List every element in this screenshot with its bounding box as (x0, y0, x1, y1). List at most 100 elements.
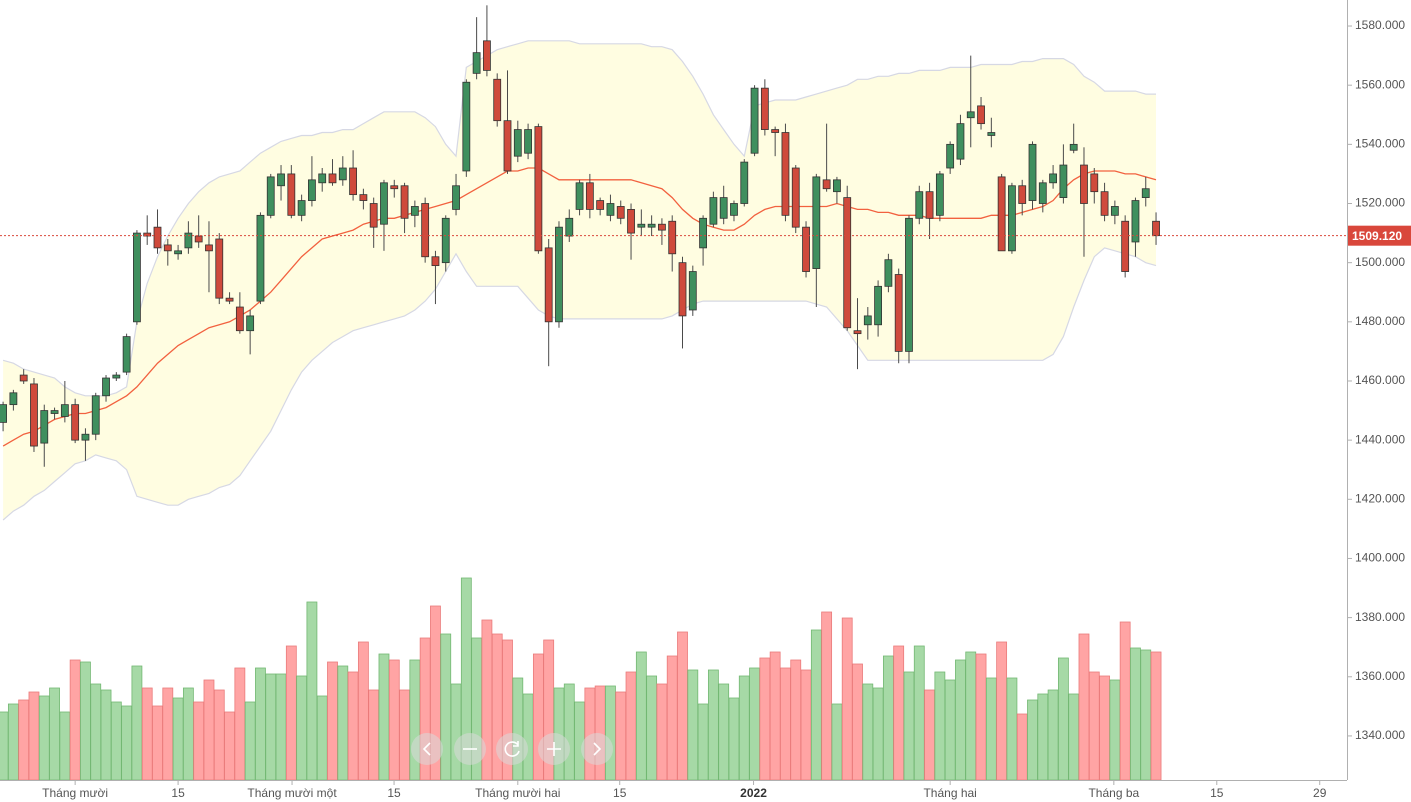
volume-bar (388, 659, 400, 781)
volume-bar (399, 689, 410, 781)
candle-body (585, 182, 594, 210)
volume-bar (327, 661, 338, 781)
x-tick-label: Tháng mười một (247, 786, 337, 800)
candle-body (81, 433, 90, 441)
y-tick-label: 1400.000 (1355, 551, 1405, 565)
candle-body (91, 395, 100, 435)
candle-body (122, 336, 131, 373)
volume-bar (378, 653, 390, 781)
volume-bar (944, 679, 956, 781)
candle-body (997, 176, 1006, 252)
candle-body (112, 374, 121, 379)
candle-body (884, 259, 893, 287)
reset-button[interactable] (496, 733, 528, 765)
candle-body (225, 297, 234, 302)
volume-bar (49, 687, 60, 781)
candle-body (513, 129, 522, 157)
candle-body (627, 209, 635, 234)
candle-body (503, 120, 512, 172)
candle-body (781, 132, 790, 216)
candle-body (575, 182, 584, 210)
volume-bar (1047, 689, 1059, 781)
candle-body (977, 105, 985, 125)
candle-body (534, 126, 543, 252)
candle-body (174, 250, 182, 255)
x-tick-label: 15 (387, 786, 401, 800)
volume-bar (59, 711, 71, 781)
x-tick-label: 15 (613, 786, 627, 800)
scroll-right-button[interactable] (581, 733, 613, 765)
candle-body (956, 123, 965, 160)
volume-bar (69, 659, 81, 781)
volume-bar (357, 641, 369, 781)
volume-bar (1057, 657, 1069, 781)
band-middle-line (2, 167, 1157, 447)
volume-bar (522, 693, 534, 781)
x-tick-label: 2022 (740, 786, 767, 800)
scroll-left-button[interactable] (411, 733, 443, 765)
volume-bar (193, 701, 205, 781)
volume-bar (0, 711, 9, 781)
candle-body (369, 203, 378, 228)
candle-body (235, 306, 244, 332)
volume-bar (337, 665, 349, 781)
candle-body (380, 182, 388, 225)
candle-body (863, 315, 872, 326)
candle-body (1141, 188, 1150, 198)
volume-bar (759, 657, 771, 781)
candle-body (410, 206, 419, 216)
candle-body (771, 129, 780, 133)
volume-bar (131, 665, 143, 781)
volume-bar (1027, 699, 1038, 781)
x-tick-label: Tháng hai (923, 786, 976, 800)
price-label: 1509.120 (1352, 229, 1402, 243)
volume-bar (677, 631, 688, 781)
volume-bar (90, 683, 102, 781)
candle-body (483, 40, 491, 71)
candle-body (246, 315, 255, 332)
candle-body (287, 173, 296, 216)
band-upper-line (2, 40, 1156, 397)
volume-bar (882, 655, 894, 781)
volume-bar (152, 705, 163, 781)
volume-bar (790, 659, 802, 781)
candle-body (50, 410, 59, 414)
candle-body (421, 203, 430, 258)
zoom-in-button[interactable] (538, 733, 570, 765)
volume-bar (666, 655, 678, 781)
volume-bar (1016, 713, 1028, 781)
candle-body (606, 203, 615, 216)
volume-bar (224, 711, 235, 781)
y-tick-label: 1460.000 (1355, 373, 1405, 387)
candle-body (946, 143, 955, 169)
y-tick-label: 1500.000 (1355, 255, 1405, 269)
price-label-box (1348, 225, 1411, 246)
candle-body (750, 87, 759, 154)
volume-bar (1088, 671, 1100, 781)
candle-body (596, 200, 605, 210)
y-tick-label: 1540.000 (1355, 137, 1405, 151)
candle-body (1008, 185, 1016, 252)
candle-body (184, 232, 193, 249)
volume-bar (7, 703, 19, 781)
candle-body (1069, 143, 1078, 151)
volume-bar (625, 671, 637, 781)
volume-bar (738, 675, 750, 781)
candle-body (935, 173, 944, 216)
candle-body (1131, 200, 1140, 243)
zoom-out-button[interactable] (454, 733, 486, 765)
navigation-controls (411, 733, 613, 765)
volume-bar (821, 611, 833, 781)
volume-bar (1130, 647, 1141, 781)
volume-bar (975, 653, 987, 781)
candle-body (493, 78, 502, 122)
candle-body (740, 161, 749, 204)
candle-body (1121, 220, 1130, 272)
y-tick-label: 1380.000 (1355, 610, 1405, 624)
candle-body (1059, 164, 1068, 198)
volume-bar (306, 601, 318, 781)
y-tick-label: 1580.000 (1355, 18, 1405, 32)
volume-bar (368, 689, 380, 781)
volume-bar (831, 703, 843, 781)
